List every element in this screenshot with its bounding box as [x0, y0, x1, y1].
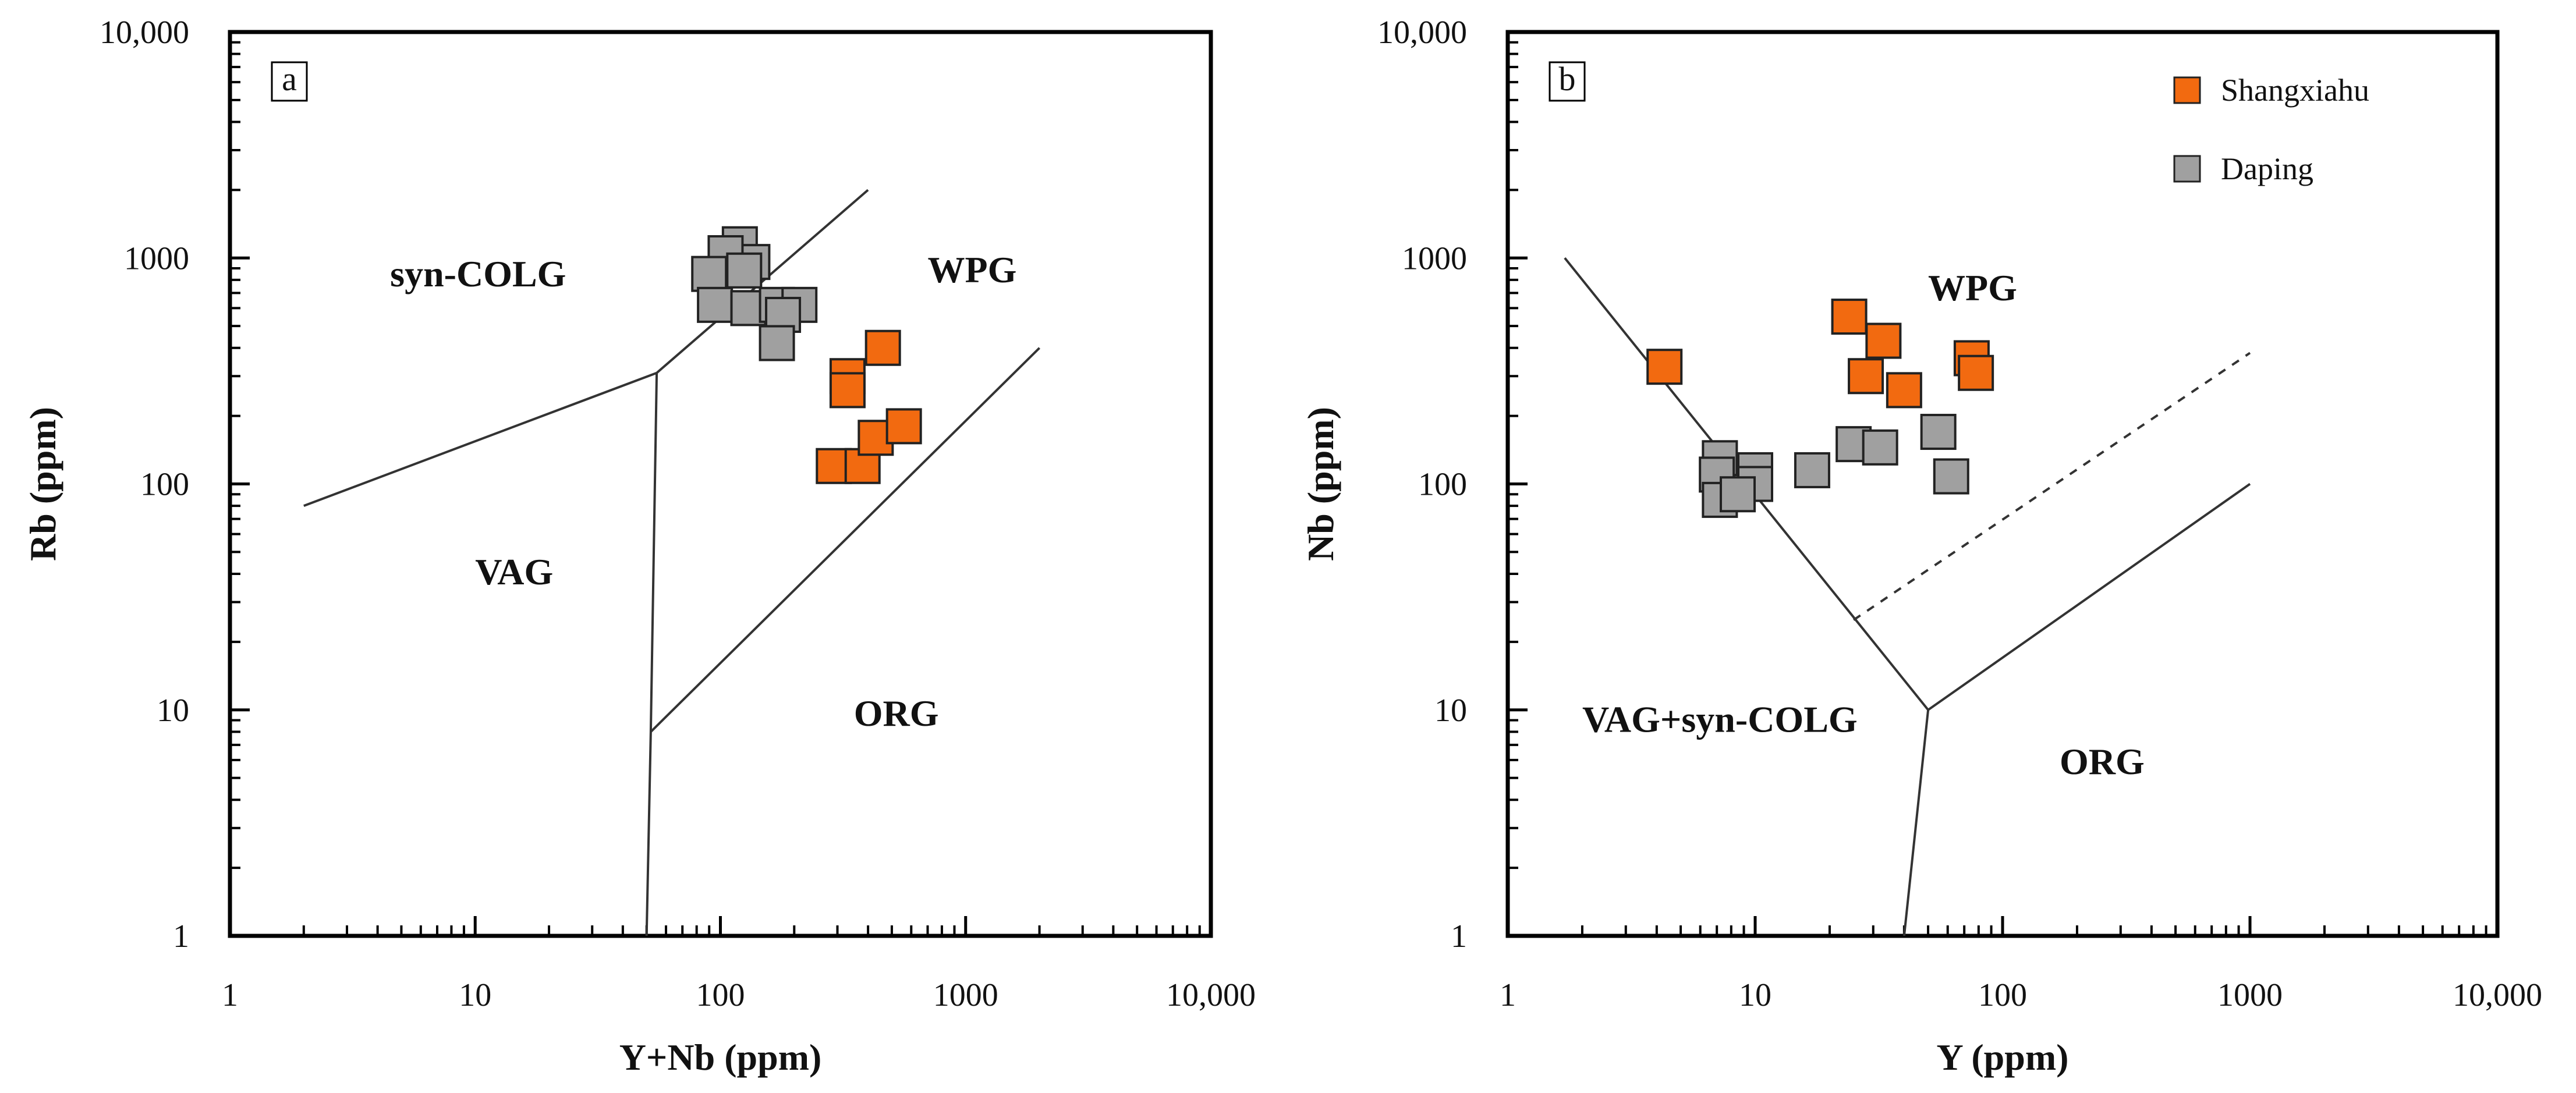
data-point: [1831, 299, 1868, 335]
data-point: [1865, 322, 1902, 359]
x-tick-label: 10,000: [2453, 977, 2542, 1013]
field-label: syn-COLG: [390, 253, 566, 294]
x-axis-title: Y+Nb (ppm): [619, 1037, 822, 1078]
field-label: VAG+syn-COLG: [1582, 698, 1858, 740]
y-tick-label: 1: [173, 918, 189, 954]
y-tick-label: 100: [1418, 467, 1467, 503]
panel-a-chart: 1 10 100 1000 10,000 1 10 100 1000 10,000 Y+Nb (pp…: [22, 15, 1256, 1078]
x-tick-label: 10: [1739, 977, 1771, 1013]
data-point: [1720, 476, 1756, 513]
legend-swatch: [2173, 155, 2201, 183]
data-point: [829, 372, 866, 409]
legend-label: Daping: [2221, 151, 2313, 186]
data-point: [1886, 372, 1922, 409]
series-daping: [691, 226, 818, 361]
data-point: [697, 286, 734, 323]
data-point: [1933, 458, 1969, 495]
field-boundary-line: [1927, 482, 2251, 711]
field-boundary-line: [650, 347, 1041, 733]
data-point: [1958, 354, 1994, 391]
field-label: WPG: [1928, 267, 2017, 308]
x-axis-title: Y (ppm): [1937, 1037, 2069, 1078]
x-tick-label: 1000: [933, 977, 998, 1013]
data-point: [885, 408, 922, 445]
dashed-boundary-line: [1852, 352, 2251, 621]
y-tick-label: 1000: [1402, 240, 1467, 276]
series-shangxiahu: [1646, 299, 1994, 409]
y-tick-label: 10,000: [1377, 15, 1467, 51]
data-point: [759, 325, 795, 361]
data-point: [1794, 452, 1830, 488]
field-label: ORG: [854, 693, 939, 734]
y-tick-label: 10: [157, 693, 189, 729]
plot-frame: [228, 30, 1213, 938]
field-label: WPG: [927, 249, 1016, 290]
x-tick-label: 1000: [2217, 977, 2283, 1013]
y-tick-label: 10,000: [100, 15, 189, 51]
data-point: [691, 255, 728, 292]
data-point: [1920, 414, 1957, 450]
x-tick-label: 1: [1500, 977, 1516, 1013]
field-boundary-line: [1902, 709, 1930, 936]
data-point: [1848, 358, 1884, 395]
series-daping: [1699, 414, 1969, 518]
panel-letter-box: [271, 61, 308, 102]
series-shangxiahu: [816, 329, 922, 484]
field-label: VAG: [475, 551, 553, 592]
data-point: [1646, 349, 1683, 385]
x-tick-label: 100: [1978, 977, 2027, 1013]
y-axis-title: Rb (ppm): [22, 407, 63, 561]
legend-swatch: [2173, 76, 2201, 104]
x-tick-label: 100: [696, 977, 745, 1013]
legend-label: Shangxiahu: [2221, 73, 2369, 108]
panel-letter: b: [1559, 60, 1576, 98]
data-point: [726, 252, 763, 289]
panel-letter: a: [282, 60, 297, 98]
x-tick-label: 1: [222, 977, 238, 1013]
y-tick-label: 100: [140, 467, 189, 503]
field-label: ORG: [2060, 741, 2145, 782]
y-tick-label: 10: [1434, 693, 1467, 729]
y-tick-label: 1000: [124, 240, 189, 276]
y-axis-title: Nb (ppm): [1300, 407, 1341, 561]
y-tick-label: 1: [1451, 918, 1467, 954]
x-tick-label: 10: [459, 977, 491, 1013]
panel-b-chart: 1 10 100 1000 10,000 1 10 100 1000 10,000 Y (ppm) N…: [1300, 15, 2542, 1078]
data-point: [864, 329, 901, 366]
legend: Shangxiahu Daping: [2173, 73, 2369, 186]
data-point: [1862, 429, 1898, 466]
panel-letter-box: [1549, 61, 1586, 102]
plot-frame: [1505, 30, 2500, 938]
x-tick-label: 10,000: [1166, 977, 1256, 1013]
